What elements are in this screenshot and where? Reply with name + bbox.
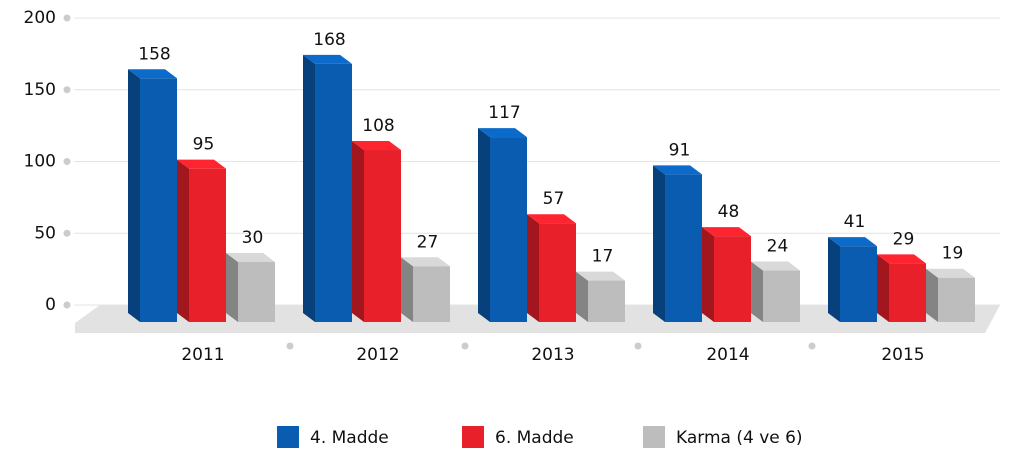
bar-top — [828, 237, 877, 247]
bar-side — [751, 261, 763, 322]
separator-dot — [808, 342, 816, 350]
legend-label: 6. Madde — [495, 428, 574, 448]
y-tick-label: 0 — [45, 295, 56, 315]
data-label: 117 — [488, 103, 520, 123]
bar-side — [653, 165, 665, 322]
bar-top — [303, 54, 352, 64]
data-label: 29 — [893, 229, 915, 249]
x-tick-label: 2014 — [706, 345, 749, 365]
separator-dot — [634, 342, 642, 350]
bar-top — [177, 159, 226, 169]
legend-swatch — [462, 426, 484, 448]
data-label: 41 — [844, 212, 866, 232]
bar-top — [527, 214, 576, 224]
y-tick-label: 100 — [24, 152, 56, 172]
bar-side — [177, 159, 189, 322]
bar — [315, 63, 352, 323]
bar-side — [828, 237, 840, 322]
bar — [189, 168, 226, 322]
bar-side — [576, 271, 588, 322]
bar — [889, 263, 926, 322]
bar — [413, 266, 450, 322]
x-tick-label: 2013 — [531, 345, 574, 365]
bar-top — [877, 254, 926, 264]
bar-side — [702, 227, 714, 322]
bar — [763, 270, 800, 322]
x-tick-label: 2015 — [881, 345, 924, 365]
bar — [140, 78, 177, 323]
x-tick-label: 2012 — [356, 345, 399, 365]
separator-dot — [461, 342, 469, 350]
bar-side — [527, 214, 539, 322]
bar-top — [926, 268, 975, 278]
bar-side — [303, 54, 315, 323]
bar-top — [702, 227, 751, 237]
data-label: 158 — [138, 44, 170, 64]
tick-mark — [63, 14, 71, 22]
data-label: 27 — [417, 232, 439, 252]
y-tick-label: 200 — [24, 8, 56, 28]
data-label: 168 — [313, 30, 345, 50]
tick-mark — [63, 158, 71, 165]
bar-side — [226, 252, 238, 322]
tick-mark — [63, 301, 71, 309]
tick-mark — [63, 229, 71, 237]
bar-top — [401, 257, 450, 267]
legend-swatch — [277, 426, 299, 448]
data-label: 108 — [362, 116, 394, 136]
bar-side — [478, 128, 490, 322]
legend-label: 4. Madde — [310, 428, 389, 448]
bar — [840, 246, 877, 322]
bar — [665, 174, 702, 322]
separator-dot — [286, 342, 294, 350]
bar-top — [653, 165, 702, 175]
data-label: 95 — [193, 135, 215, 155]
data-label: 91 — [669, 140, 691, 160]
bar — [588, 280, 625, 322]
data-label: 24 — [767, 237, 789, 257]
data-label: 57 — [543, 189, 565, 209]
bar-top — [478, 128, 527, 138]
legend-label: Karma (4 ve 6) — [676, 428, 803, 448]
data-label: 19 — [942, 244, 964, 264]
bar-side — [926, 268, 938, 322]
bar-side — [128, 69, 140, 323]
bar-top — [352, 141, 401, 151]
data-label: 17 — [592, 247, 614, 267]
x-tick-label: 2011 — [181, 345, 224, 365]
bar-top — [751, 261, 800, 271]
y-tick-label: 50 — [34, 223, 56, 243]
bar-side — [352, 141, 364, 322]
bar — [539, 223, 576, 322]
bar-side — [877, 254, 889, 322]
bar-top — [128, 69, 177, 79]
bar — [938, 277, 975, 322]
tick-mark — [63, 86, 71, 94]
bar-side — [401, 257, 413, 322]
bar-top — [226, 252, 275, 262]
data-label: 48 — [718, 202, 740, 222]
bar — [490, 137, 527, 322]
bar — [364, 150, 401, 322]
legend-swatch — [643, 426, 665, 448]
bar — [238, 261, 275, 322]
y-tick-label: 150 — [24, 80, 56, 100]
bar-top — [576, 271, 625, 281]
data-label: 30 — [242, 228, 264, 248]
bar — [714, 236, 751, 322]
